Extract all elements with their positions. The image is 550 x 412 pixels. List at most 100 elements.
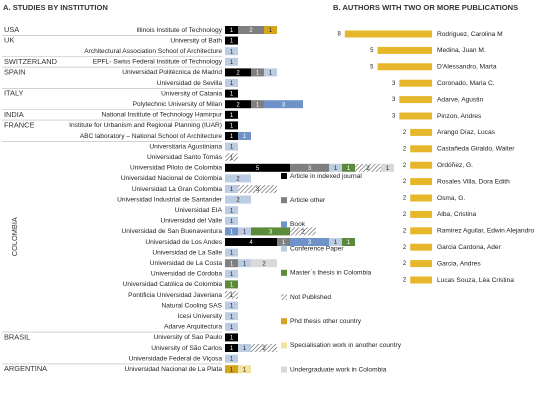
segment-label: 1 (230, 282, 234, 288)
author-label: Osma, G. (437, 195, 465, 202)
country-label: USA (4, 25, 19, 34)
bar-segment (225, 269, 238, 278)
value-label: 2 (403, 179, 407, 185)
segment-label: 1 (230, 49, 234, 55)
bar (410, 210, 432, 218)
bar-segment (238, 26, 264, 34)
legend-label: Specialisation work in another country (290, 342, 402, 349)
segment-label: 1 (230, 367, 234, 373)
bar-segment (238, 227, 251, 236)
institution-label: Universidad de Córdoba (151, 271, 222, 278)
segment-label: 1 (230, 229, 234, 235)
author-label: Castañeda Giraldo, Walter (437, 146, 515, 153)
country-label: SWITZERLAND (4, 57, 57, 66)
bar-segment (225, 354, 238, 363)
value-label: 2 (403, 261, 407, 267)
institution-label: Universidad Politécnica de Madrid (122, 69, 222, 76)
institution-label: University of São Carlos (151, 345, 222, 352)
institution-label: University of Catania (161, 90, 222, 97)
segment-label: 1 (230, 60, 234, 66)
segment-label: 2 (236, 176, 240, 182)
bar-segment (329, 163, 342, 172)
segment-label: 1 (230, 357, 234, 363)
segment-label: 2 (262, 346, 266, 352)
bar-segment (225, 174, 251, 183)
author-label: Alba, Cristina (437, 211, 477, 218)
bar-segment (238, 259, 251, 268)
country-label: SPAIN (4, 67, 26, 76)
bar (377, 63, 432, 71)
institution-label: Institute for Urbanism and Regional Plan… (69, 122, 222, 129)
bar-segment (342, 163, 355, 172)
segment-label: 3 (308, 166, 312, 172)
panel-a-title: A. STUDIES BY INSTITUTION (3, 3, 108, 12)
bar (410, 276, 432, 284)
country-label: ITALY (4, 89, 24, 98)
author-label: Rodriguez, Carolina M (437, 31, 503, 38)
bar (410, 178, 432, 186)
bar-segment (225, 365, 238, 374)
institution-label: Pontificia Universidad Javeriana (128, 292, 222, 299)
institution-label: Universidad EIA (175, 207, 223, 214)
segment-label: 1 (230, 134, 234, 140)
segment-label: 1 (347, 240, 351, 246)
author-label: D'Alessandro, Marta (437, 64, 497, 71)
value-label: 3 (392, 97, 396, 103)
segment-label: 2 (301, 229, 305, 235)
bar-segment (225, 195, 251, 204)
bar-segment (277, 238, 290, 246)
institution-label: Universidad de Los Andes (145, 239, 222, 246)
bar (377, 46, 432, 54)
segment-label: 3 (308, 240, 312, 246)
bar-segment (264, 26, 277, 34)
segment-label: 5 (256, 166, 260, 172)
value-label: 2 (403, 196, 407, 202)
value-label: 3 (392, 114, 396, 120)
value-label: 2 (403, 130, 407, 136)
institution-label: Universidad Nacional de La Plata (125, 366, 223, 373)
bar (410, 128, 432, 136)
bar-segment (225, 142, 238, 151)
bar-segment (264, 100, 303, 109)
bar-segment (251, 344, 277, 352)
segment-label: 1 (243, 134, 247, 140)
segment-label: 1 (334, 240, 338, 246)
segment-label: 1 (256, 70, 260, 76)
bar (399, 96, 432, 104)
segment-label: 1 (230, 272, 234, 278)
country-label: COLOMBIA (10, 217, 19, 256)
bar-segment (225, 26, 238, 34)
institution-label: Universidad Nacional de Colombia (121, 175, 222, 182)
segment-label: 1 (230, 39, 234, 45)
segment-label: 1 (230, 335, 234, 341)
bar-segment (225, 121, 238, 130)
author-label: Garcia, Andres (437, 260, 481, 267)
segment-label: 2 (236, 198, 240, 204)
author-label: Rosales Villa, Dora Edith (437, 178, 510, 185)
legend-swatch (281, 342, 287, 349)
value-label: 2 (403, 212, 407, 218)
segment-label: 3 (282, 102, 286, 108)
bar-segment (290, 227, 316, 236)
bar-segment (342, 238, 355, 246)
segment-label: 1 (230, 219, 234, 225)
value-label: 2 (403, 146, 407, 152)
author-label: Adarve, Agustin (437, 96, 484, 103)
bar-segment (225, 259, 238, 268)
bar (410, 243, 432, 251)
segment-label: 1 (256, 102, 260, 108)
bar (410, 161, 432, 169)
segment-label: 2 (262, 261, 266, 267)
bar-segment (238, 365, 251, 374)
segment-label: 1 (230, 155, 234, 161)
bar-segment (225, 110, 238, 119)
institution-label: Universidad La Gran Colombia (132, 186, 222, 193)
bar-segment (225, 153, 238, 162)
segment-label: 1 (230, 28, 234, 34)
institution-label: University of Sao Paulo (153, 334, 222, 341)
legend-label: Not Published (290, 294, 331, 301)
value-label: 8 (337, 32, 341, 38)
bar-segment (225, 68, 251, 77)
panel-b-title: B. AUTHORS WITH TWO OR MORE PUBLICATIONS (333, 3, 518, 12)
segment-label: 1 (282, 240, 286, 246)
